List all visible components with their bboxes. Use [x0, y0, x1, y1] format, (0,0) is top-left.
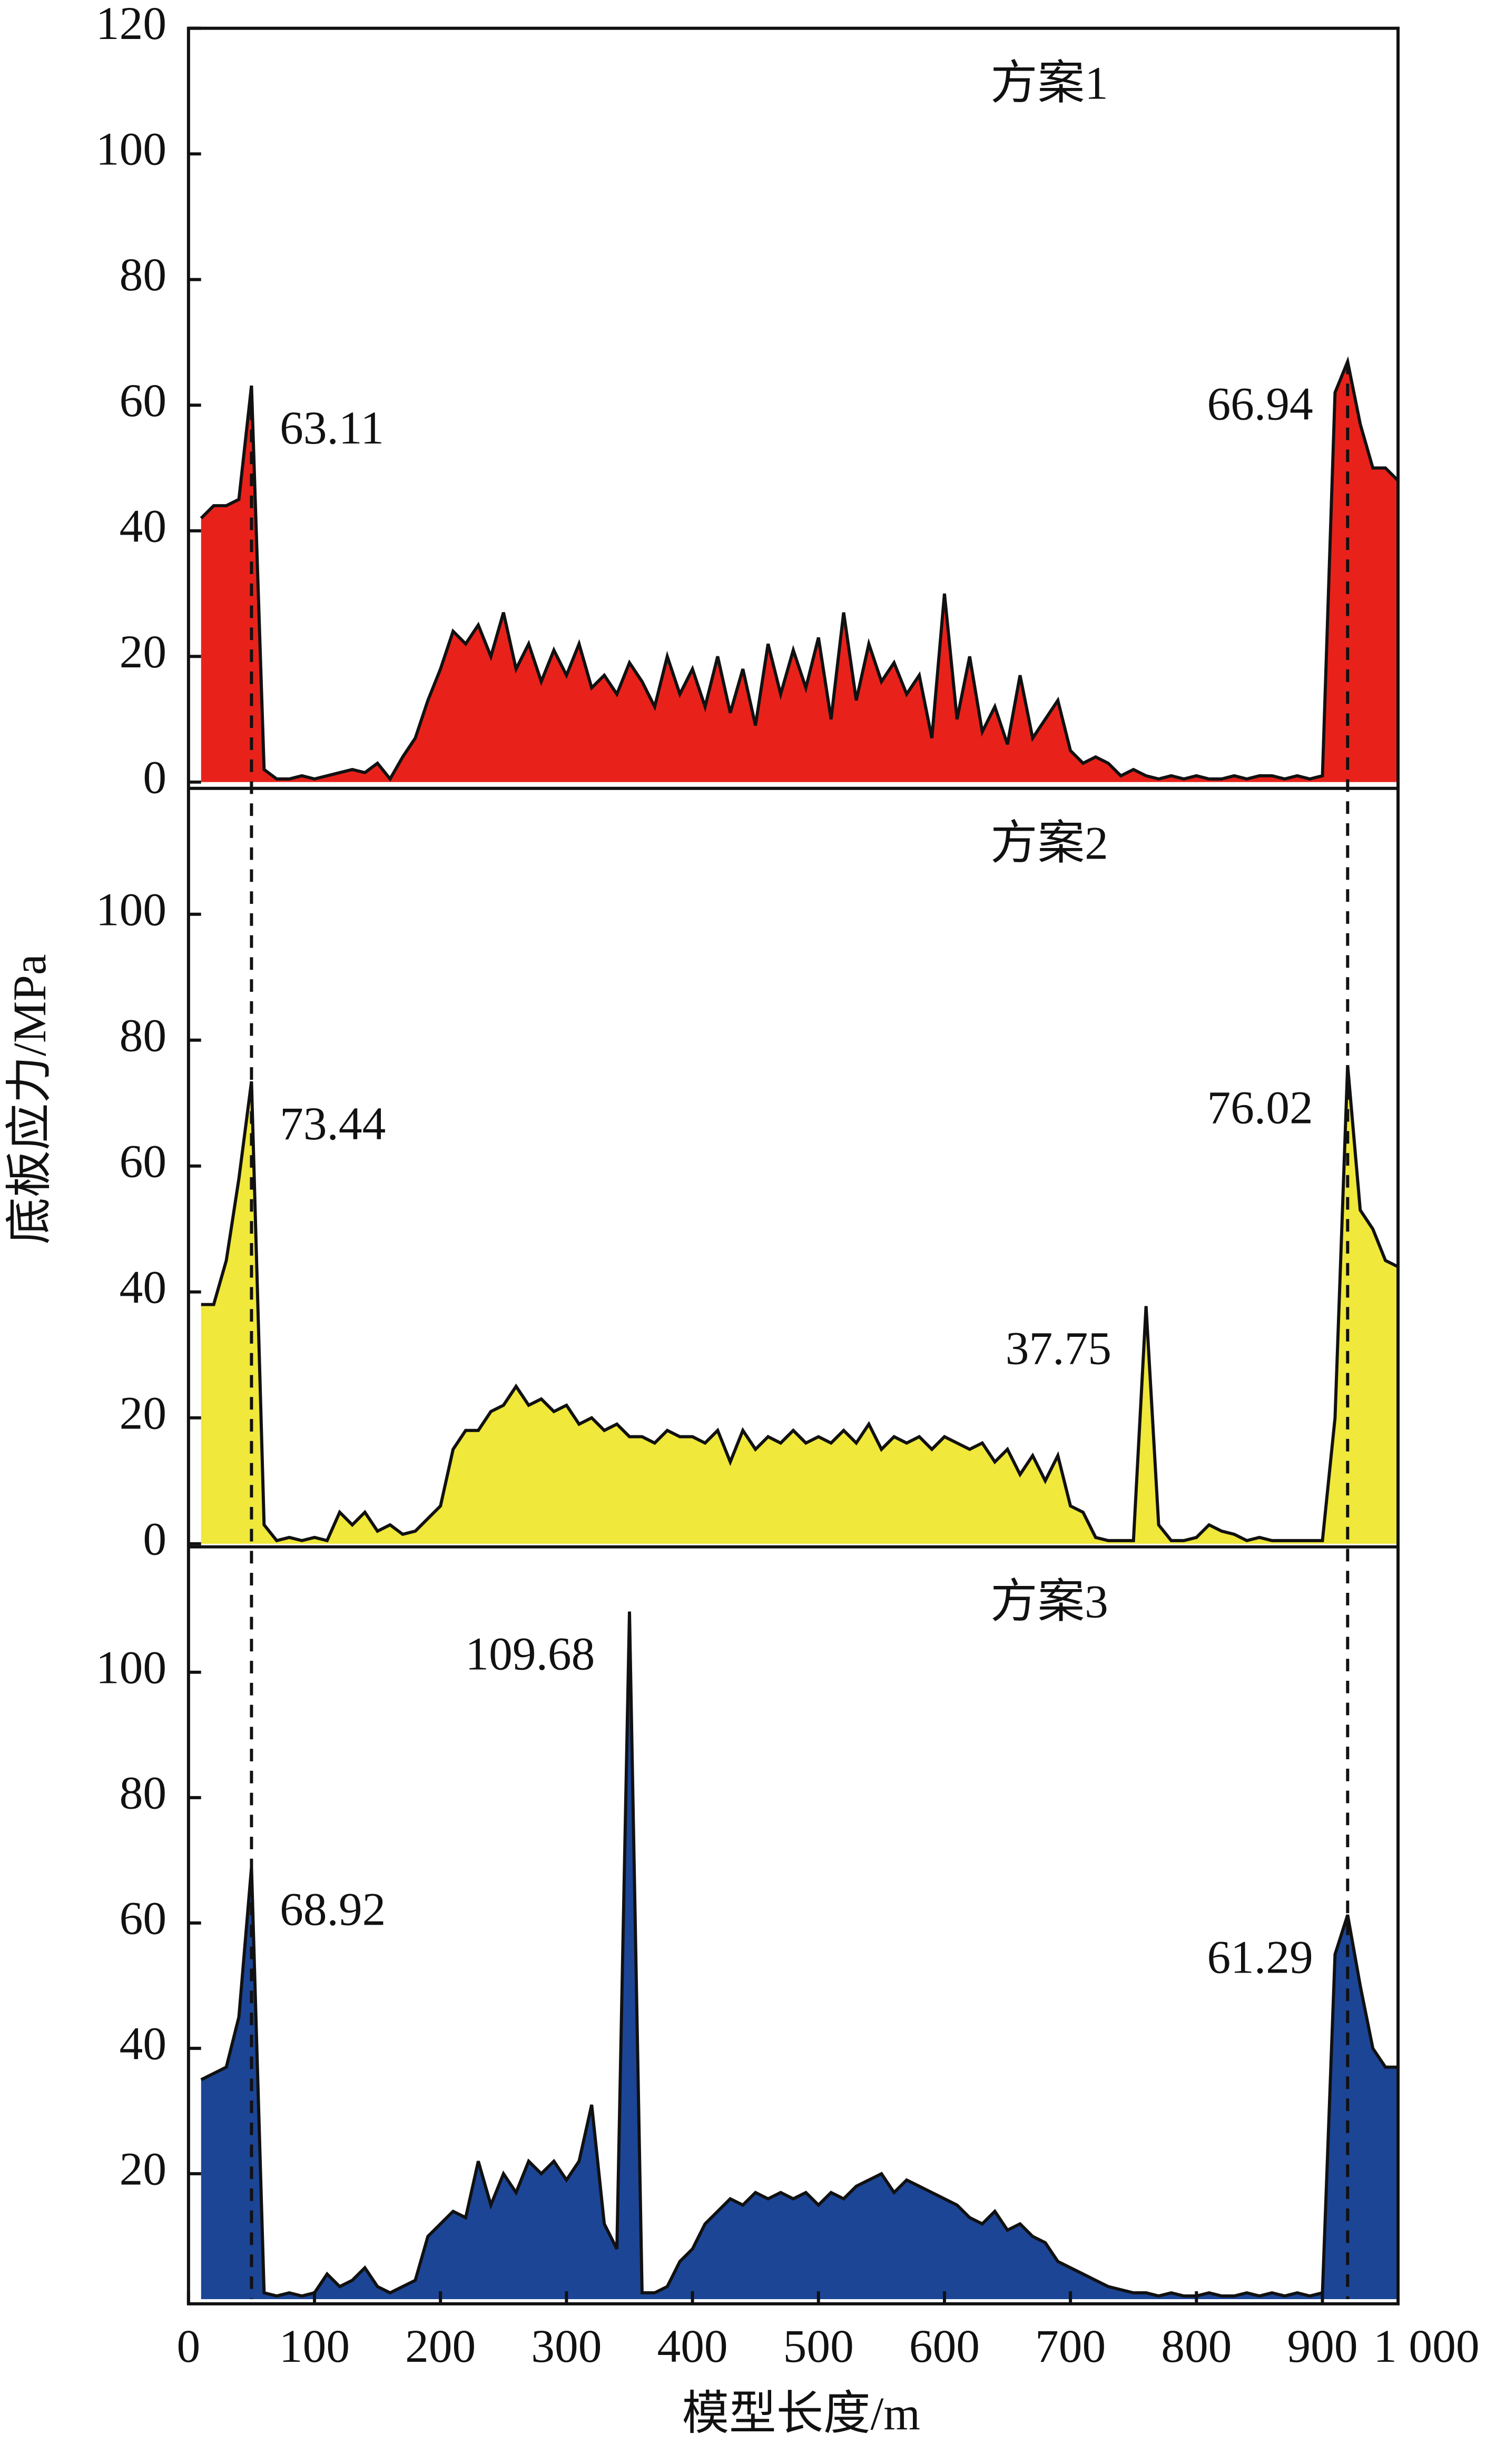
x-tick-label: 200 — [405, 2320, 476, 2372]
peak-label: 61.29 — [1207, 1931, 1313, 1983]
x-tick-label: 700 — [1035, 2320, 1106, 2372]
peak-label: 63.11 — [280, 402, 384, 454]
x-tick-label: 100 — [279, 2320, 350, 2372]
peak-label: 68.92 — [280, 1884, 386, 1936]
x-tick-label: 300 — [531, 2320, 602, 2372]
panel-title: 方案2 — [990, 817, 1108, 870]
x-tick-label: 1 000 — [1373, 2320, 1479, 2372]
y-tick-label: 80 — [120, 1767, 166, 1819]
plot-frame — [186, 26, 1400, 2305]
y-tick-label: 100 — [96, 1641, 166, 1693]
peak-label: 66.94 — [1207, 378, 1313, 430]
area-line — [201, 1065, 1399, 1543]
y-tick-label: 80 — [120, 249, 166, 301]
peak-label: 37.75 — [1006, 1323, 1111, 1375]
x-tick-label: 500 — [783, 2320, 854, 2372]
peak-label: 73.44 — [280, 1098, 386, 1150]
x-tick-label: 600 — [909, 2320, 980, 2372]
y-tick-label: 120 — [96, 0, 166, 50]
x-tick-label: 900 — [1287, 2320, 1357, 2372]
y-tick-label: 20 — [120, 2143, 166, 2195]
y-tick-label: 100 — [96, 883, 166, 935]
area-fill — [201, 361, 1399, 782]
y-tick-label: 0 — [143, 751, 166, 803]
y-tick-label: 100 — [96, 123, 166, 175]
y-tick-label: 60 — [120, 1892, 166, 1944]
y-tick-label: 0 — [143, 1513, 166, 1565]
y-tick-label: 60 — [120, 374, 166, 427]
area-fill — [201, 1065, 1399, 1544]
y-tick-label: 40 — [120, 500, 166, 552]
x-tick-label: 800 — [1161, 2320, 1232, 2372]
y-tick-label: 40 — [120, 2017, 166, 2069]
x-axis-label: 模型长度/m — [682, 2388, 920, 2440]
peak-label: 109.68 — [465, 1628, 595, 1680]
y-tick-label: 20 — [120, 1387, 166, 1439]
area-line — [200, 356, 1400, 782]
peak-label: 76.02 — [1207, 1081, 1313, 1134]
y-axis-label: 底板应力/MPa — [4, 954, 56, 1245]
panel-title: 方案3 — [990, 1576, 1108, 1628]
y-tick-label: 60 — [120, 1135, 166, 1187]
y-tick-label: 40 — [120, 1261, 166, 1313]
x-tick-label: 400 — [657, 2320, 727, 2372]
x-tick-label: 0 — [176, 2320, 200, 2372]
area-line — [200, 1611, 1399, 2298]
y-tick-label: 80 — [120, 1009, 166, 1061]
y-tick-label: 20 — [120, 626, 166, 678]
panel-title: 方案1 — [990, 57, 1108, 110]
